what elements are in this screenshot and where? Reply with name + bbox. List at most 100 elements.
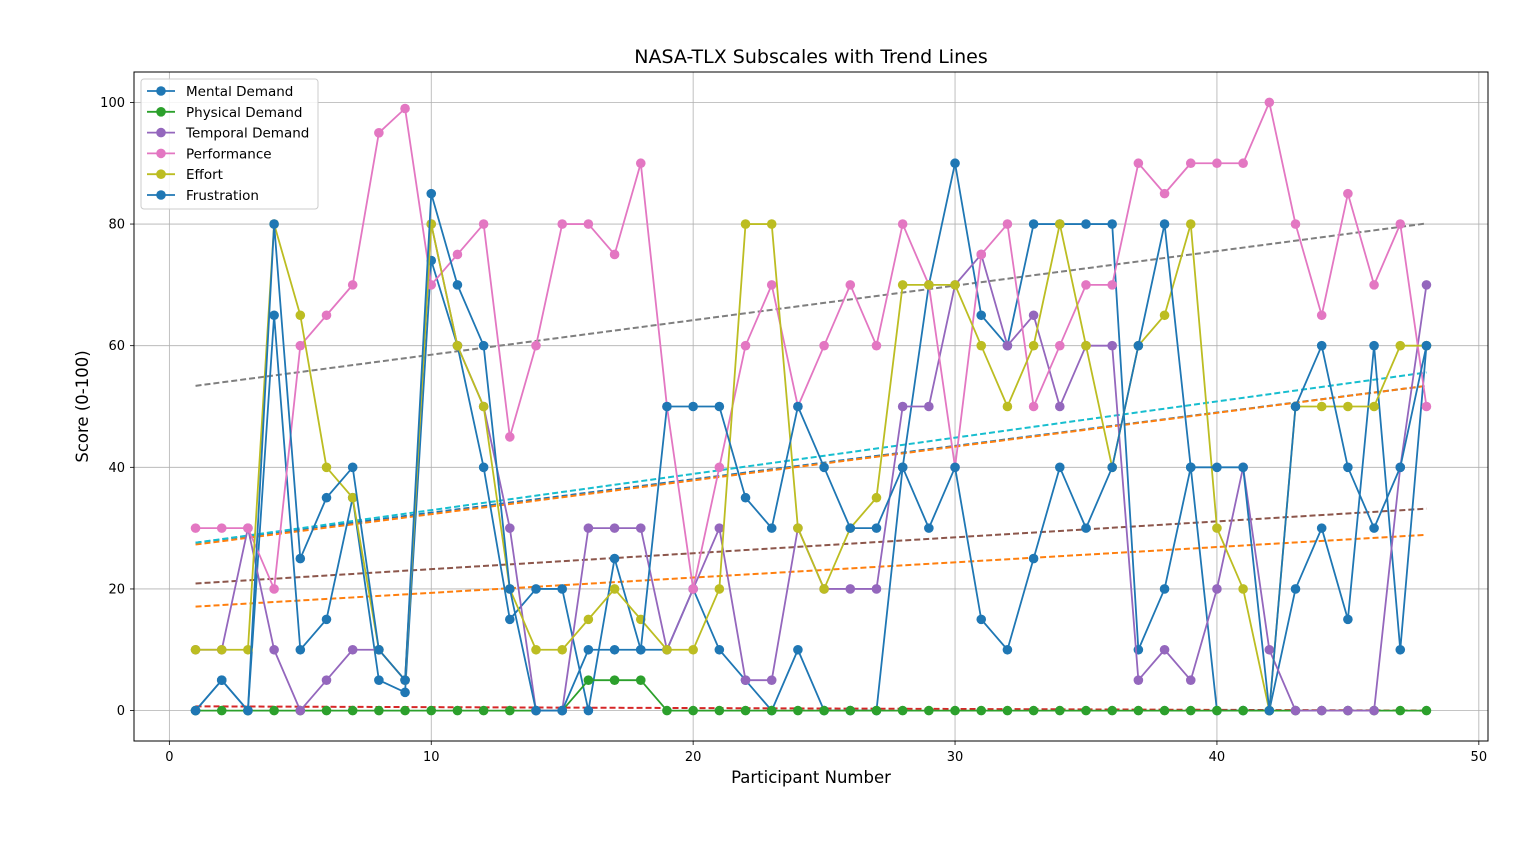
data-point [897,280,908,290]
data-point [1081,523,1091,533]
data-point [1107,219,1117,229]
data-point [531,340,541,351]
data-point [1316,523,1327,533]
data-point [1159,188,1170,199]
data-point [505,614,515,625]
data-point [871,492,882,503]
data-point [662,644,672,655]
data-point [1028,553,1039,564]
data-point [950,158,960,169]
trend-line [195,533,1427,608]
data-point [609,584,620,594]
data-point [1185,219,1196,229]
data-point [1028,310,1039,321]
data-point [269,644,279,655]
data-point [793,644,803,655]
data-point [321,492,332,503]
data-point [1028,219,1039,229]
data-point [374,675,384,685]
data-point [243,523,253,533]
data-point [1159,584,1170,594]
data-point [1002,644,1013,655]
data-point [347,462,358,473]
legend-item-effort: Effort [147,167,223,183]
data-point [688,401,698,412]
data-point [1290,401,1301,412]
x-tick-label: 30 [947,750,964,765]
y-tick-label: 80 [108,218,125,233]
data-point [766,523,777,533]
legend-marker [156,169,166,179]
data-point [1395,705,1406,716]
data-point [1055,219,1065,229]
data-point [1028,401,1039,412]
data-point [950,462,960,473]
data-point [845,705,856,716]
data-point [976,249,987,260]
data-point [452,340,463,351]
y-tick-label: 0 [117,704,125,719]
data-point [714,705,725,716]
data-point [819,462,829,473]
data-point [243,705,253,716]
data-point [976,705,987,716]
data-point [609,249,620,260]
data-point [1421,340,1432,351]
data-point [635,644,646,655]
trend-line [195,371,1427,544]
data-point [1107,462,1117,473]
data-point [819,705,829,716]
data-point [347,705,358,716]
data-point [1212,523,1222,533]
data-point [1133,158,1144,169]
data-point [897,401,908,412]
legend-label: Performance [186,146,272,162]
y-tick-label: 60 [108,339,125,354]
data-point [426,188,437,199]
data-point [1107,340,1117,351]
data-point [400,705,410,716]
data-point [1055,705,1065,716]
data-point [505,584,515,594]
data-point [1055,340,1065,351]
data-point [845,523,856,533]
data-point [269,310,279,321]
data-point [766,705,777,716]
data-point [347,280,358,290]
data-point [452,249,463,260]
data-point [1238,158,1248,169]
data-point [1395,462,1406,473]
data-point [190,644,201,655]
data-point [924,280,934,290]
data-point [583,644,594,655]
legend-box [140,78,319,210]
data-point [688,705,698,716]
legend-item-frustration: Frustration [147,188,259,204]
data-point [583,219,594,229]
data-point [374,644,384,655]
data-point [1107,705,1117,716]
trend-line [195,705,1427,712]
data-point [740,492,751,503]
data-point [1002,219,1013,229]
data-point [321,310,332,321]
legend: Mental Demand Physical Demand Temporal Dem… [140,78,319,210]
data-point [505,432,515,442]
data-point [871,523,882,533]
legend-label: Frustration [186,188,259,204]
data-point [557,644,567,655]
data-point [897,462,908,473]
data-point [635,675,646,685]
legend-marker [156,127,166,138]
data-point [1159,310,1170,321]
data-point [662,705,672,716]
data-point [347,492,358,503]
series-frustration [190,188,1432,716]
data-point [766,280,777,290]
data-point [531,705,541,716]
data-point [1264,644,1275,655]
data-point [740,340,751,351]
data-point [871,340,882,351]
data-point [793,523,803,533]
data-point [1369,340,1379,351]
